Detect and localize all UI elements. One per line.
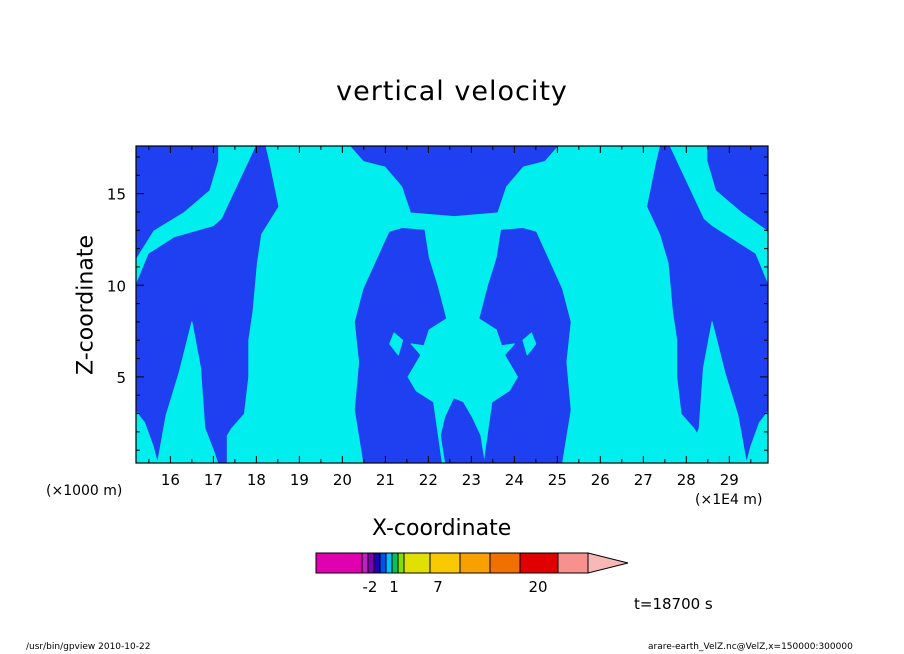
contour-right-cyan-2 — [685, 321, 747, 463]
x-tick-label: 16 — [161, 471, 180, 489]
plot-frame — [135, 145, 769, 464]
contour-upper-left — [136, 146, 219, 259]
colorbar-cell — [403, 552, 431, 574]
contour-right-cyan-1 — [746, 411, 768, 463]
x-scale-right: (×1E4 m) — [695, 492, 763, 508]
y-tick-label: 5 — [116, 369, 126, 387]
colorbar-cell — [373, 552, 381, 574]
x-tick-label: 28 — [677, 471, 696, 489]
colorbar-cell — [519, 552, 559, 574]
colorbar-cell — [459, 552, 491, 574]
colorbar-cell — [489, 552, 521, 574]
x-axis-label: X-coordinate — [372, 516, 512, 541]
chart-title: vertical velocity — [336, 76, 568, 107]
footer-right: arare-earth_VelZ.nc@VelZ,x=150000:300000 — [648, 642, 853, 652]
contour-top-center — [350, 146, 558, 217]
x-tick-label: 25 — [548, 471, 567, 489]
colorbar-cell — [367, 552, 375, 574]
contour-mid-cyan-left — [410, 343, 459, 396]
footer-left: /usr/bin/gpview 2010-10-22 — [26, 642, 151, 652]
x-tick-label: 22 — [419, 471, 438, 489]
contour-left-cyan-2 — [157, 321, 219, 463]
x-tick-label: 18 — [247, 471, 266, 489]
x-tick-label: 17 — [204, 471, 223, 489]
x-tick-label: 29 — [720, 471, 739, 489]
x-tick-label: 26 — [591, 471, 610, 489]
colorbar-cell — [379, 552, 387, 574]
x-tick-label: 20 — [333, 471, 352, 489]
x-tick-label: 23 — [462, 471, 481, 489]
x-tick-label: 21 — [376, 471, 395, 489]
x-tick-label: 24 — [505, 471, 524, 489]
colorbar-cell — [557, 552, 589, 574]
y-axis-label: Z-coordinate — [73, 235, 99, 375]
colorbar-cell — [361, 552, 369, 574]
contour-left-column — [136, 146, 279, 463]
colorbar-label: -2 — [363, 578, 378, 596]
colorbar-cell — [391, 552, 399, 574]
colorbar-label: 7 — [433, 578, 443, 596]
colorbar-label: 1 — [389, 578, 399, 596]
colorbar-cell — [315, 552, 363, 574]
x-scale-left: (×1000 m) — [46, 483, 123, 499]
colorbar-label: 20 — [528, 578, 547, 596]
colorbar-extend-arrow — [587, 552, 629, 574]
contour-layer — [136, 146, 768, 463]
y-tick-label: 15 — [107, 186, 126, 204]
contour-center-stem — [440, 398, 485, 463]
colorbar-cell — [385, 552, 393, 574]
time-label: t=18700 s — [634, 595, 713, 613]
contour-mid-cyan-dot-left — [389, 332, 404, 356]
x-tick-label: 19 — [290, 471, 309, 489]
y-tick-label: 10 — [107, 277, 126, 295]
colorbar-cell — [397, 552, 405, 574]
x-tick-label: 27 — [634, 471, 653, 489]
contour-mid-cyan-right — [466, 343, 515, 396]
contour-left-cyan-1 — [136, 411, 158, 463]
colorbar-cell — [429, 552, 461, 574]
contour-mid-cyan-dot-right — [522, 332, 537, 356]
